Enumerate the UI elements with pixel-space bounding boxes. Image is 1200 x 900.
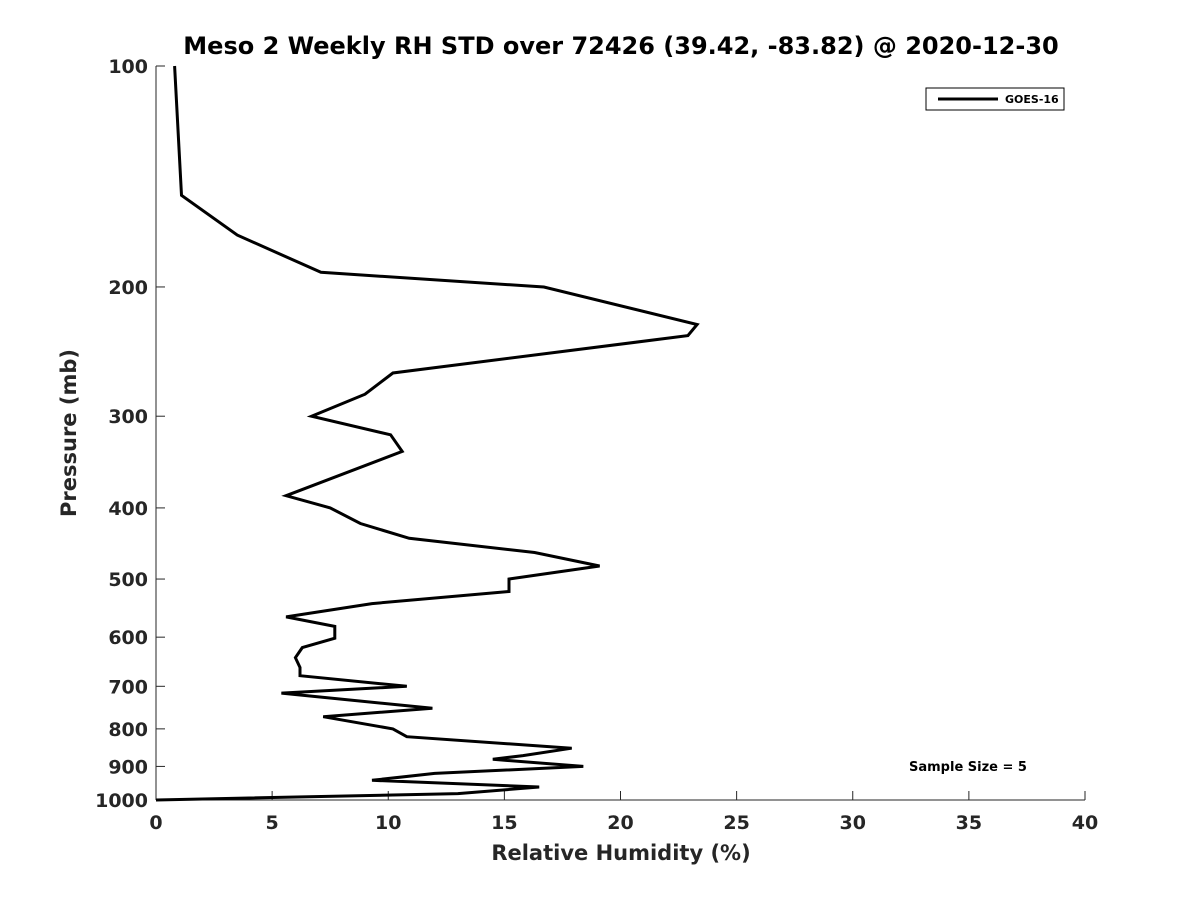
y-tick-label: 600 [108,627,148,649]
x-tick-label: 20 [607,812,633,834]
x-tick-label: 0 [149,812,162,834]
y-tick-label: 400 [108,498,148,520]
y-tick-label: 800 [108,719,148,741]
y-tick-label: 500 [108,569,148,591]
y-tick-label: 300 [108,406,148,428]
y-axis-label: Pressure (mb) [57,349,81,517]
x-tick-label: 30 [840,812,866,834]
x-tick-label: 10 [375,812,401,834]
legend: GOES-16 [925,87,1065,111]
series-line-goes-16 [155,65,700,802]
x-tick-label: 35 [956,812,982,834]
x-tick-label: 25 [723,812,749,834]
x-tick-label: 5 [266,812,279,834]
legend-label-goes-16: GOES-16 [1005,93,1059,106]
y-tick-label: 200 [108,277,148,299]
x-tick-label: 15 [491,812,517,834]
series-layer [155,65,700,802]
y-tick-label: 700 [108,676,148,698]
chart-title: Meso 2 Weekly RH STD over 72426 (39.42, … [183,32,1058,60]
axis-ticks: 0 5 10 15 20 25 30 35 40 100 200 300 400 500 600 700 800… [95,56,1098,834]
x-axis-label: Relative Humidity (%) [491,841,750,865]
y-tick-label: 1000 [95,790,148,812]
sample-size-annotation: Sample Size = 5 [909,760,1027,775]
x-tick-label: 40 [1072,812,1098,834]
y-tick-label: 100 [108,56,148,78]
y-tick-label: 900 [108,756,148,778]
